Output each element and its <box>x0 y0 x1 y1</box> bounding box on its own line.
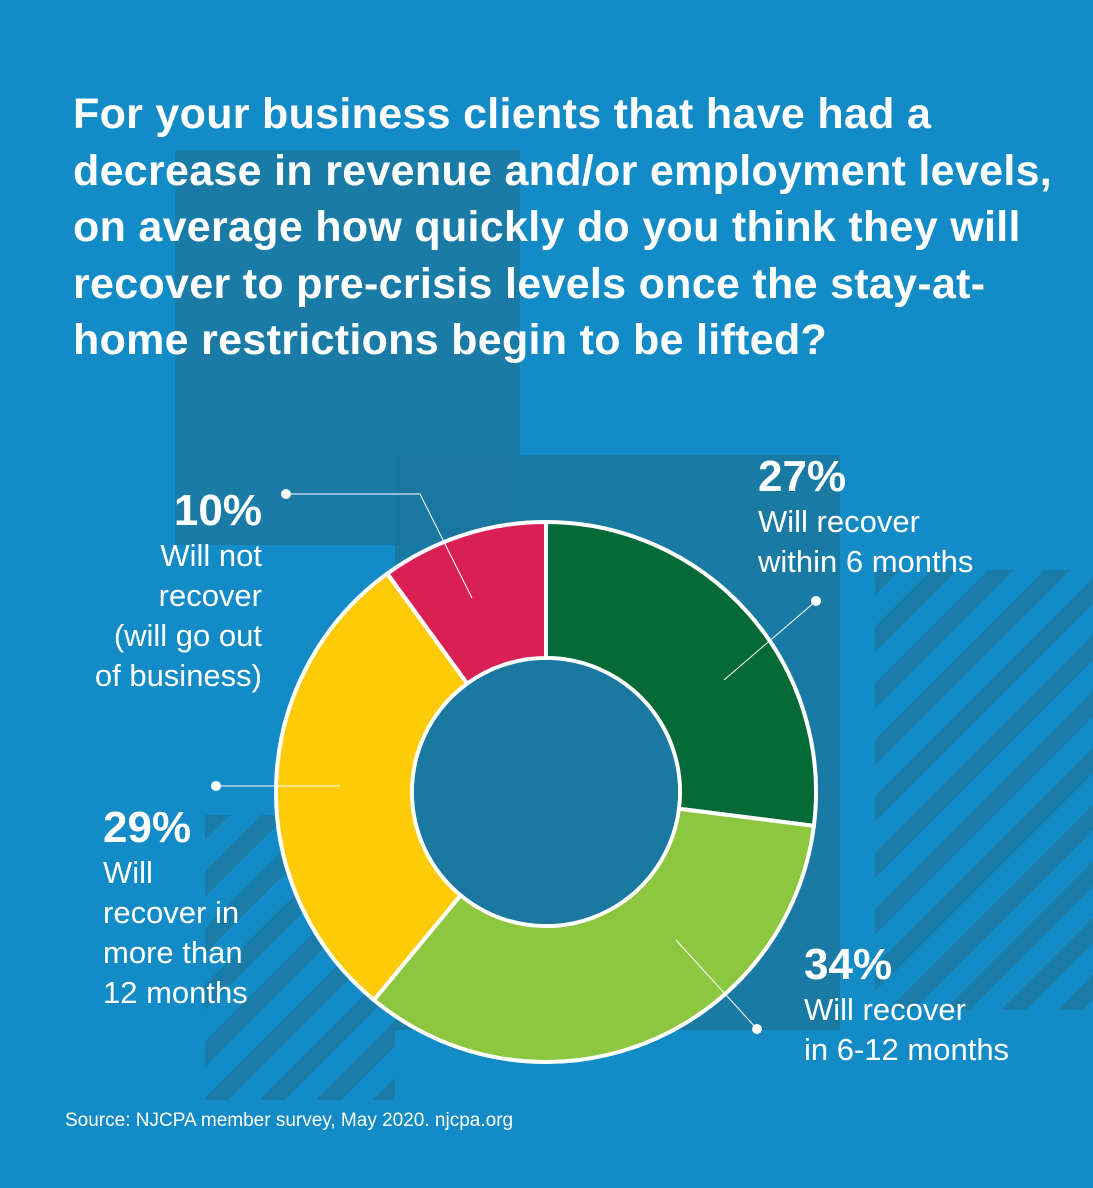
leader-dot <box>211 781 221 791</box>
donut-slice <box>371 806 817 1064</box>
source-note: Source: NJCPA member survey, May 2020. n… <box>65 1110 514 1131</box>
leader-dot <box>281 489 291 499</box>
category-label: Will not recover (will go out of busines… <box>94 538 262 693</box>
label-will-not-recover: 10% Will not recover (will go out of bus… <box>95 486 262 696</box>
pct-label: 29% <box>103 803 192 852</box>
label-6-12-months: 34% Will recover in 6-12 months <box>804 940 1009 1070</box>
donut-slice <box>274 570 471 1003</box>
pct-label: 34% <box>804 940 893 989</box>
category-label: Will recover in more than 12 months <box>103 855 248 1010</box>
label-within-6-months: 27% Will recover within 6 months <box>758 452 973 582</box>
pct-label: 27% <box>758 452 847 501</box>
leader-line <box>675 939 758 1030</box>
leader-dot <box>752 1024 762 1034</box>
label-more-than-12-months: 29% Will recover in more than 12 months <box>103 803 248 1013</box>
donut-slice <box>544 519 818 829</box>
category-label: Will recover in 6-12 months <box>804 992 1010 1067</box>
donut-slice <box>384 519 548 687</box>
background-stripes <box>875 570 1093 1010</box>
pct-label: 10% <box>173 486 262 535</box>
leader-dot <box>811 596 821 606</box>
leader-line <box>723 600 817 681</box>
chart-title: For your business clients that have had … <box>73 90 1053 364</box>
leader-line <box>286 493 473 599</box>
donut-hole <box>414 660 678 924</box>
category-label: Will recover within 6 months <box>758 504 974 579</box>
